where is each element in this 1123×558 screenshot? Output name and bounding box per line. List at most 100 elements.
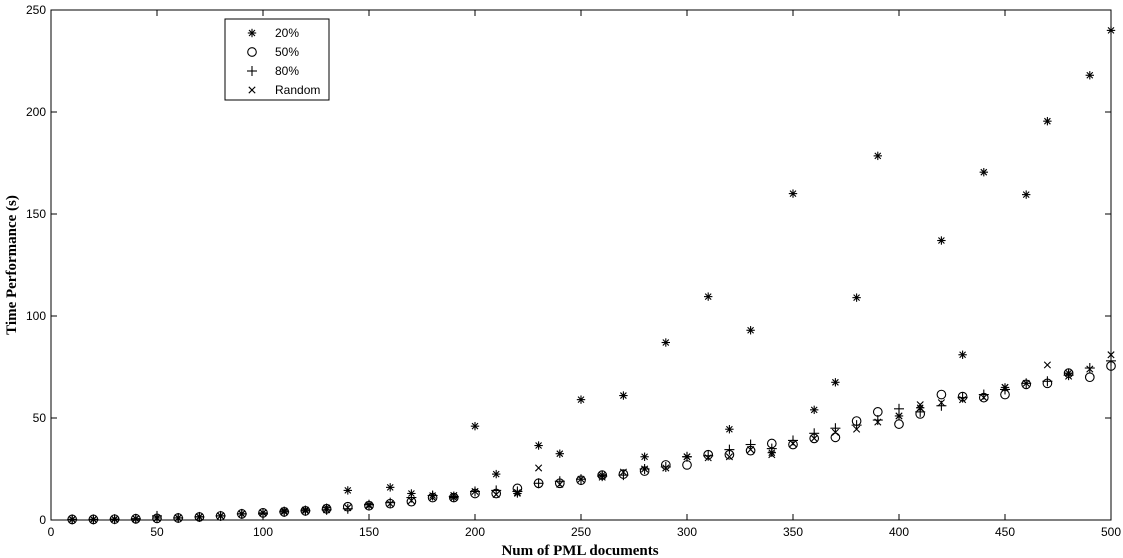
series-80-point <box>258 508 268 519</box>
series-random-point <box>704 454 712 462</box>
series-random-point <box>747 446 755 454</box>
axis-ticks <box>50 9 1112 521</box>
series-80-point <box>894 403 904 414</box>
series-50-point <box>936 389 947 400</box>
y-tick-labels: 0 50 100 150 200 250 <box>26 3 46 527</box>
series-80-point <box>724 444 735 455</box>
x-axis-label: Num of PML documents <box>501 543 658 558</box>
series-random-point <box>407 497 415 505</box>
plot-area <box>50 9 1112 521</box>
series-random-point <box>959 396 967 404</box>
x-tick-label: 100 <box>253 525 273 539</box>
series-random-point <box>280 508 288 516</box>
series-80-point <box>660 461 671 472</box>
series-random-point <box>111 515 119 523</box>
series-80-point <box>533 478 544 489</box>
series-80-point <box>915 406 926 417</box>
series-random-point <box>1043 361 1051 369</box>
series-20-point <box>810 405 819 415</box>
y-tick-label: 150 <box>26 207 46 221</box>
legend-label-random: Random <box>275 83 320 97</box>
series-random-point <box>662 464 670 472</box>
x-tick-label: 400 <box>889 525 909 539</box>
series-random-point <box>619 468 627 476</box>
series-random-point <box>980 394 988 402</box>
series-random-point <box>810 434 818 442</box>
series-random-point <box>429 493 437 502</box>
series-80-point <box>342 503 353 514</box>
series-20-point <box>576 395 586 404</box>
series-20-point <box>725 425 734 434</box>
series-20-point <box>555 449 564 458</box>
series-random-point <box>853 425 861 433</box>
series-80-point <box>385 497 396 508</box>
series-80-point <box>597 471 608 482</box>
y-tick-label: 200 <box>26 105 46 119</box>
legend-marker-20 <box>247 28 257 38</box>
legend-markers <box>247 28 257 94</box>
series-20-point <box>937 236 946 245</box>
series-random-point <box>1065 372 1073 380</box>
x-tick-label: 250 <box>571 525 591 539</box>
series-random-point <box>1022 379 1030 387</box>
series-random-point <box>132 515 140 523</box>
series-80-point <box>427 490 438 501</box>
data-markers <box>67 26 1116 525</box>
series-20-point <box>746 326 755 335</box>
series-random-point <box>1001 383 1009 391</box>
series-20-point <box>470 421 480 431</box>
series-random-point <box>323 506 331 514</box>
legend-marker-50 <box>247 47 257 57</box>
series-random-point <box>598 473 606 481</box>
series-random-point <box>386 500 394 508</box>
series-20-point <box>831 378 840 387</box>
series-20-point <box>492 469 501 479</box>
series-20-point <box>1106 26 1116 35</box>
series-random-point <box>683 453 691 461</box>
series-20-point <box>788 189 798 198</box>
series-random-point <box>768 451 776 459</box>
series-20-point <box>852 293 861 302</box>
series-80-point <box>512 486 523 497</box>
series-50-point <box>894 419 904 429</box>
series-20-point <box>979 167 988 177</box>
legend-label-80: 80% <box>275 64 299 78</box>
y-tick-label: 0 <box>39 513 46 527</box>
series-80-point <box>1106 355 1116 366</box>
x-tick-label: 300 <box>677 525 697 539</box>
x-tick-label: 50 <box>150 525 164 539</box>
series-random-point <box>450 491 458 500</box>
y-axis-label: Time Performance (s) <box>4 195 20 335</box>
x-tick-label: 350 <box>783 525 803 539</box>
series-20-point <box>873 151 882 161</box>
series-20-point <box>640 452 649 461</box>
legend: 20% 50% 80% Random <box>224 18 330 101</box>
series-random-point <box>238 510 246 518</box>
series-random-point <box>556 480 564 488</box>
series-20-point <box>958 350 967 359</box>
series-20-point <box>619 391 628 400</box>
series-random-point <box>725 453 733 461</box>
y-tick-label: 100 <box>26 309 46 323</box>
series-random-point <box>831 428 839 436</box>
series-random-point <box>68 515 76 523</box>
series-random-point <box>471 487 479 496</box>
series-random-point <box>1107 351 1115 359</box>
series-random-point <box>153 514 161 522</box>
series-80-point <box>1042 376 1053 387</box>
series-random-point <box>641 465 649 473</box>
legend-label-50: 50% <box>275 45 299 59</box>
series-random-point <box>89 515 97 523</box>
series-random-point <box>513 488 521 497</box>
x-tick-label: 200 <box>465 525 485 539</box>
series-80-point <box>152 510 162 521</box>
series-80-point <box>448 491 459 502</box>
series-random-point <box>174 514 182 522</box>
series-80-point <box>1084 363 1095 374</box>
series-random-point <box>789 439 797 448</box>
series-random-point <box>217 512 225 520</box>
series-20-point <box>386 483 395 492</box>
y-tick-label: 250 <box>26 3 46 17</box>
series-80-point <box>703 450 714 461</box>
x-tick-label: 450 <box>995 525 1015 539</box>
